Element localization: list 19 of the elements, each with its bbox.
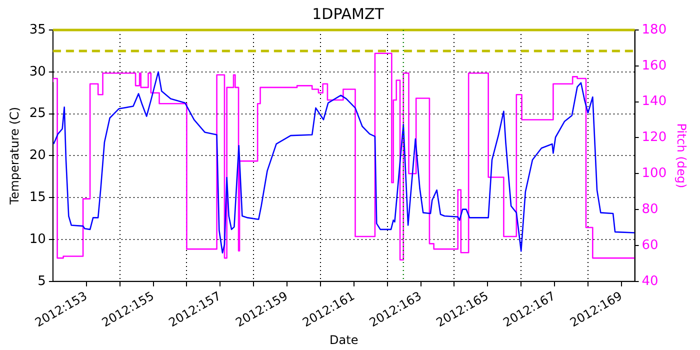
x-axis-title: Date [330,332,358,347]
y-tick-label: 10 [29,232,46,247]
y2-tick-label: 80 [642,202,658,217]
y2-tick-label: 40 [642,274,658,289]
chart-title: 1DPAMZT [312,4,385,23]
y-tick-label: 25 [29,106,46,122]
y-axis-title: Temperature (C) [7,106,22,206]
y2-tick-label: 180 [642,22,667,38]
y-tick-label: 15 [29,190,46,205]
y2-tick-label: 60 [642,238,658,253]
y2-tick-label: 140 [642,94,667,110]
y-tick-label: 35 [29,22,46,38]
y-tick-label: 30 [29,64,46,80]
y2-tick-label: 120 [642,130,667,146]
y-tick-label: 5 [38,274,46,289]
y2-axis-title: Pitch (deg) [674,123,689,188]
y2-tick-label: 160 [642,58,667,74]
y-tick-label: 20 [29,148,46,164]
y2-tick-label: 100 [642,166,667,182]
